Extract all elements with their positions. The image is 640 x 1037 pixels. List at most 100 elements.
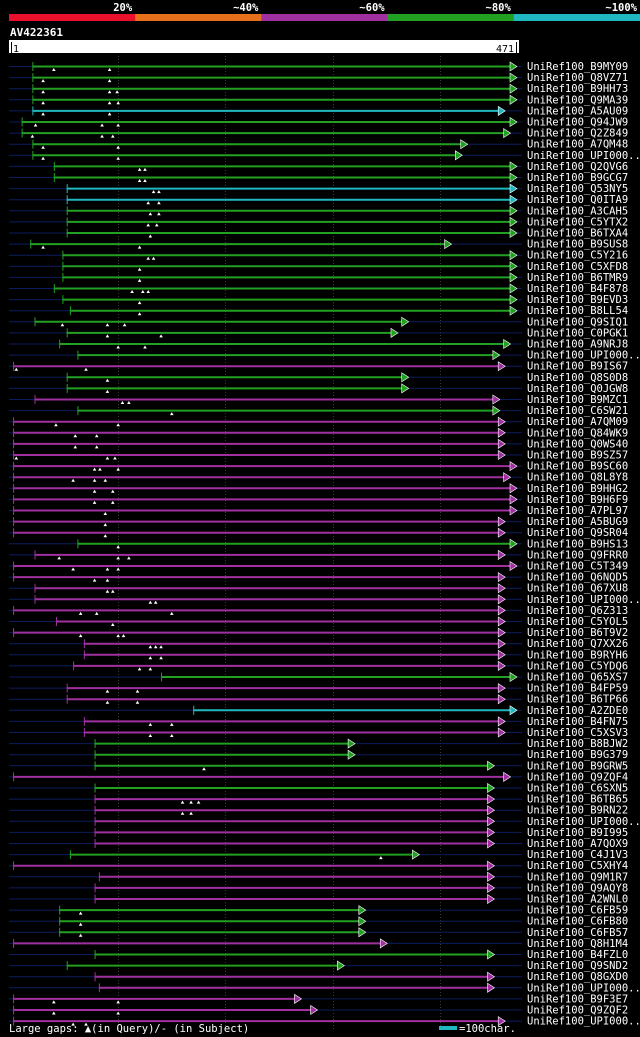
hit-row[interactable]: UniRef100_B9SC60 <box>9 461 628 473</box>
hit-label[interactable]: UniRef100_Q9SR04 <box>527 527 628 539</box>
hit-label[interactable]: UniRef100_Q9ZQF4 <box>527 771 628 783</box>
hit-row[interactable]: UniRef100_B9MY09 <box>9 61 628 73</box>
hit-label[interactable]: UniRef100_B9IS67 <box>527 361 628 373</box>
hit-row[interactable]: UniRef100_A9NRJ8 <box>9 339 628 351</box>
hit-label[interactable]: UniRef100_B6TXA4 <box>527 228 628 240</box>
hit-row[interactable]: UniRef100_A5AU09 <box>9 105 628 117</box>
hit-row[interactable]: UniRef100_B9G379 <box>9 749 628 761</box>
hit-label[interactable]: UniRef100_C6FB59 <box>527 905 628 917</box>
hit-label[interactable]: UniRef100_Q8L8Y8 <box>527 472 628 484</box>
hit-row[interactable]: UniRef100_C5XSV3 <box>9 727 628 739</box>
hit-label[interactable]: UniRef100_A2ZDE0 <box>527 705 628 717</box>
hit-label[interactable]: UniRef100_Q2Z849 <box>527 128 628 140</box>
hit-label[interactable]: UniRef100_A3CAH5 <box>527 205 628 217</box>
hit-row[interactable]: UniRef100_Q9SND2 <box>9 960 628 972</box>
hit-row[interactable]: UniRef100_C5YDQ6 <box>9 660 628 672</box>
hit-label[interactable]: UniRef100_A7QM09 <box>527 416 628 428</box>
hit-label[interactable]: UniRef100_B6TMR9 <box>527 272 628 284</box>
hit-label[interactable]: UniRef100_Q9SIQ1 <box>527 316 628 328</box>
hit-label[interactable]: UniRef100_C4J1V3 <box>527 849 628 861</box>
hit-row[interactable]: UniRef100_Q9ZQF2 <box>9 1005 628 1017</box>
hit-label[interactable]: UniRef100_B9SUS8 <box>527 239 628 251</box>
hit-row[interactable]: UniRef100_B4FN75 <box>9 716 628 728</box>
hit-label[interactable]: UniRef100_A9NRJ8 <box>527 339 628 351</box>
hit-label[interactable]: UniRef100_C6FB80 <box>527 916 628 928</box>
hit-row[interactable]: UniRef100_B9IS67 <box>9 361 628 373</box>
hit-row[interactable]: UniRef100_Q65XS7 <box>9 672 628 684</box>
hit-row[interactable]: UniRef100_Q6NQD5 <box>9 572 628 584</box>
hit-label[interactable]: UniRef100_Q94JW9 <box>527 117 628 129</box>
hit-label[interactable]: UniRef100_C5YDQ6 <box>527 660 628 672</box>
hit-label[interactable]: UniRef100_B9SC60 <box>527 461 628 473</box>
hit-label[interactable]: UniRef100_C6SW21 <box>527 405 628 417</box>
hit-row[interactable]: UniRef100_B9HHG2 <box>9 483 628 495</box>
hit-label[interactable]: UniRef100_B9H6F9 <box>527 494 628 506</box>
hit-label[interactable]: UniRef100_B9HHG2 <box>527 483 628 495</box>
hit-row[interactable]: UniRef100_B9GRW5 <box>9 760 628 772</box>
hit-row[interactable]: UniRef100_Q9ZQF4 <box>9 771 628 783</box>
hit-row[interactable]: UniRef100_Q9FRR0 <box>9 549 628 561</box>
hit-row[interactable]: UniRef100_Q8H1M4 <box>9 938 628 950</box>
hit-label[interactable]: UniRef100_B6TB65 <box>527 794 628 806</box>
hit-label[interactable]: UniRef100_Q0ITA9 <box>527 194 628 206</box>
hit-label[interactable]: UniRef100_Q6Z313 <box>527 605 628 617</box>
hit-label[interactable]: UniRef100_Q8GXD0 <box>527 971 628 983</box>
hit-label[interactable]: UniRef100_Q84WK9 <box>527 427 628 439</box>
hit-row[interactable]: UniRef100_C0PGK1 <box>9 327 628 339</box>
hit-row[interactable]: UniRef100_B8LL54 <box>9 305 628 317</box>
hit-row[interactable]: UniRef100_UPI000.. <box>9 816 640 828</box>
hit-row[interactable]: UniRef100_C6FB57 <box>9 927 628 939</box>
hit-row[interactable]: UniRef100_Q0WS40 <box>9 438 628 450</box>
hit-label[interactable]: UniRef100_C5Y216 <box>527 250 628 262</box>
hit-row[interactable]: UniRef100_A5BUG9 <box>9 516 628 528</box>
hit-label[interactable]: UniRef100_Q8S0D8 <box>527 372 628 384</box>
hit-label[interactable]: UniRef100_A5AU09 <box>527 105 628 117</box>
hit-label[interactable]: UniRef100_B6T9V2 <box>527 627 628 639</box>
hit-row[interactable]: UniRef100_A7QM09 <box>9 416 628 428</box>
hit-label[interactable]: UniRef100_C6FB57 <box>527 927 628 939</box>
hit-row[interactable]: UniRef100_B9I995 <box>9 827 628 839</box>
hit-row[interactable]: UniRef100_Q67XU8 <box>9 583 628 595</box>
hit-label[interactable]: UniRef100_C5YOL5 <box>527 616 628 628</box>
hit-row[interactable]: UniRef100_UPI000.. <box>9 1016 640 1028</box>
hit-label[interactable]: UniRef100_A7QM48 <box>527 139 628 151</box>
hit-label[interactable]: UniRef100_Q65XS7 <box>527 672 628 684</box>
hit-label[interactable]: UniRef100_UPI000.. <box>527 816 640 828</box>
hit-label[interactable]: UniRef100_B9HH73 <box>527 83 628 95</box>
hit-row[interactable]: UniRef100_UPI000.. <box>9 150 640 162</box>
hit-label[interactable]: UniRef100_B9EVD3 <box>527 294 628 306</box>
hit-label[interactable]: UniRef100_Q9ZQF2 <box>527 1005 628 1017</box>
hit-label[interactable]: UniRef100_Q0WS40 <box>527 438 628 450</box>
hit-row[interactable]: UniRef100_B9SZ57 <box>9 450 628 462</box>
hit-row[interactable]: UniRef100_Q9MA39 <box>9 94 628 106</box>
hit-label[interactable]: UniRef100_B9HS13 <box>527 538 628 550</box>
hit-row[interactable]: UniRef100_B9F3E7 <box>9 993 628 1005</box>
hit-label[interactable]: UniRef100_Q9M1R7 <box>527 871 628 883</box>
hit-row[interactable]: UniRef100_B6TMR9 <box>9 272 628 284</box>
hit-label[interactable]: UniRef100_Q8VZ71 <box>527 72 628 84</box>
hit-label[interactable]: UniRef100_A5BUG9 <box>527 516 628 528</box>
hit-label[interactable]: UniRef100_B4FP59 <box>527 683 628 695</box>
hit-row[interactable]: UniRef100_Q0ITA9 <box>9 194 628 206</box>
hit-row[interactable]: UniRef100_B9MZC1 <box>9 394 628 406</box>
hit-label[interactable]: UniRef100_UPI000.. <box>527 594 640 606</box>
hit-label[interactable]: UniRef100_Q9AQY8 <box>527 882 628 894</box>
hit-row[interactable]: UniRef100_Q9SIQ1 <box>9 316 628 328</box>
hit-row[interactable]: UniRef100_Q2Z849 <box>9 128 628 140</box>
hit-label[interactable]: UniRef100_C6SXN5 <box>527 783 628 795</box>
hit-row[interactable]: UniRef100_B4FP59 <box>9 683 628 695</box>
hit-label[interactable]: UniRef100_C5XFD8 <box>527 261 628 273</box>
hit-row[interactable]: UniRef100_C5XFD8 <box>9 261 628 273</box>
hit-label[interactable]: UniRef100_Q6NQD5 <box>527 572 628 584</box>
hit-row[interactable]: UniRef100_B9HS13 <box>9 538 628 550</box>
hit-row[interactable]: UniRef100_Q6Z313 <box>9 605 628 617</box>
hit-row[interactable]: UniRef100_A7QOX9 <box>9 838 628 850</box>
hit-row[interactable]: UniRef100_Q0JGW8 <box>9 383 628 395</box>
hit-label[interactable]: UniRef100_B8BJW2 <box>527 738 628 750</box>
hit-label[interactable]: UniRef100_Q0JGW8 <box>527 383 628 395</box>
hit-row[interactable]: UniRef100_B9HH73 <box>9 83 628 95</box>
hit-row[interactable]: UniRef100_Q9M1R7 <box>9 871 628 883</box>
hit-row[interactable]: UniRef100_B6TB65 <box>9 794 628 806</box>
hit-label[interactable]: UniRef100_C5YTX2 <box>527 216 628 228</box>
hit-label[interactable]: UniRef100_UPI000.. <box>527 982 640 994</box>
